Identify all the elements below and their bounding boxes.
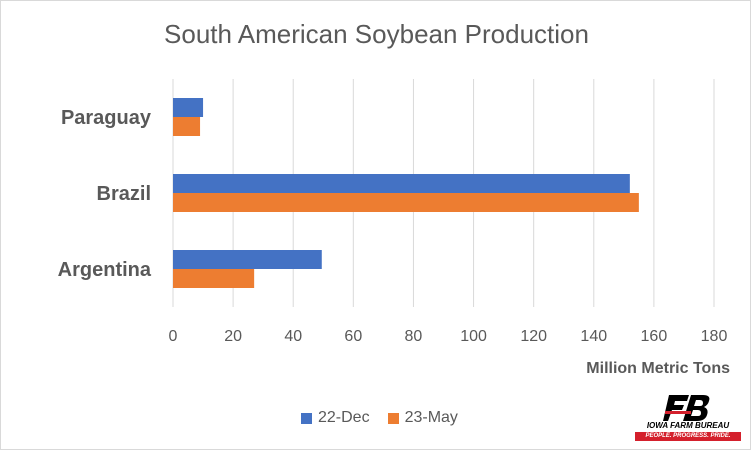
- logo-name: IOWA FARM BUREAU: [646, 421, 730, 430]
- bar-paraguay-22-dec: [173, 98, 204, 117]
- x-tick-label-140: 140: [580, 328, 607, 345]
- bar-paraguay-23-may: [173, 117, 201, 136]
- chart-title: South American Soybean Production: [164, 19, 589, 49]
- bar-argentina-22-dec: [173, 250, 322, 269]
- legend-item-23-may: 23-May: [387, 409, 458, 427]
- fb-logo-icon: [663, 395, 710, 421]
- bar-brazil-22-dec: [173, 174, 630, 193]
- x-axis-label: Million Metric Tons: [586, 360, 730, 377]
- x-tick-labels: 0 20 40 60 80 100 120 140 160 180: [169, 328, 728, 345]
- bar-argentina-23-may: [173, 269, 255, 288]
- x-tick-label-80: 80: [405, 328, 423, 345]
- x-tick-label-20: 20: [224, 328, 242, 345]
- bar-brazil-23-may: [173, 193, 639, 212]
- legend-swatch-22-dec: [301, 412, 312, 424]
- legend-label-23-may: 23-May: [404, 409, 458, 426]
- category-label-brazil: Brazil: [97, 183, 151, 205]
- x-tick-label-120: 120: [520, 328, 547, 345]
- category-labels: Paraguay Brazil Argentina: [58, 107, 152, 281]
- x-tick-label-160: 160: [641, 328, 668, 345]
- logo-tagline: PEOPLE. PROGRESS. PRIDE.: [635, 432, 741, 441]
- x-tick-label-180: 180: [701, 328, 728, 345]
- category-label-paraguay: Paraguay: [61, 107, 152, 129]
- legend: 22-Dec 23-May: [301, 409, 458, 427]
- category-label-argentina: Argentina: [58, 259, 152, 281]
- legend-swatch-23-may: [387, 412, 399, 424]
- legend-label-22-dec: 22-Dec: [318, 409, 370, 426]
- x-tick-label-40: 40: [284, 328, 302, 345]
- x-tick-label-0: 0: [169, 328, 178, 345]
- iowa-farm-bureau-logo: IOWA FARM BUREAU PEOPLE. PROGRESS. PRIDE…: [635, 395, 741, 443]
- x-tick-label-60: 60: [344, 328, 362, 345]
- bars: [173, 98, 639, 288]
- legend-item-22-dec: 22-Dec: [301, 409, 370, 427]
- x-tick-label-100: 100: [460, 328, 487, 345]
